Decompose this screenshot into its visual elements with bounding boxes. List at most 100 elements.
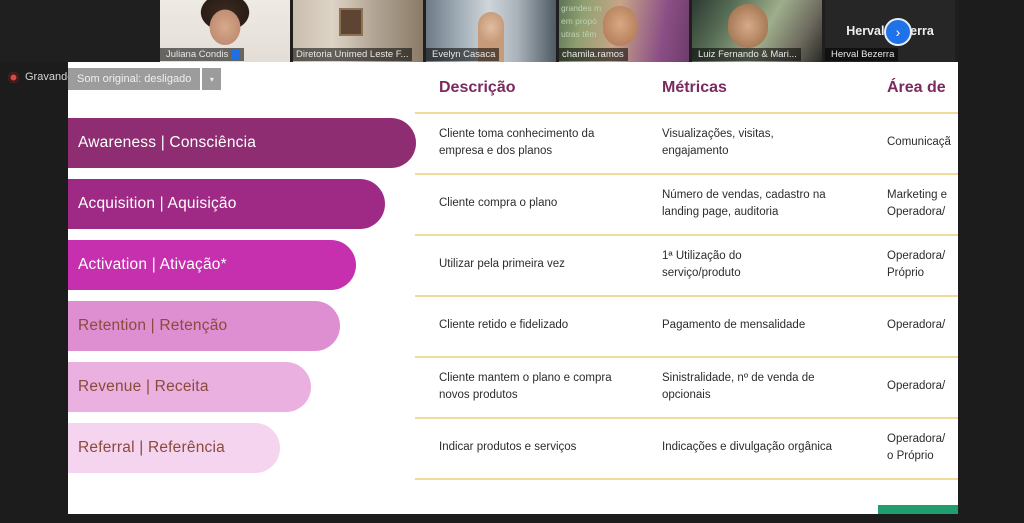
cell-line-1: 1ª Utilização do bbox=[662, 249, 742, 262]
chevron-right-icon: › bbox=[895, 24, 901, 40]
shared-slide: Descrição Métricas Área de Awareness | C… bbox=[68, 62, 958, 514]
participant-name: chamila.ramos bbox=[562, 49, 624, 60]
participant-name: Luiz Fernando & Mari... bbox=[698, 49, 797, 60]
table-row: Retention | Retenção Cliente retido e fi… bbox=[68, 295, 958, 356]
participant-tile-luiz-fernando[interactable]:  Luiz Fernando & Mari... bbox=[692, 0, 822, 62]
cell-line-1: Visualizações, visitas, bbox=[662, 127, 774, 140]
table-row: Activation | Ativação* Utilizar pela pri… bbox=[68, 234, 958, 295]
table-row-trailing bbox=[68, 478, 958, 490]
participant-status-square bbox=[231, 50, 241, 59]
participant-tile-juliana-condis[interactable]:  Juliana Condis bbox=[160, 0, 290, 62]
stage-pill-activation[interactable]: Activation | Ativação* bbox=[68, 240, 356, 290]
cell-line-1: Marketing e bbox=[887, 188, 948, 201]
participant-name-badge:  Luiz Fernando & Mari... bbox=[692, 48, 801, 61]
cell-area: Operadora/ bbox=[887, 295, 958, 356]
cell-line-2: opcionais bbox=[662, 388, 711, 401]
row-divider bbox=[415, 173, 958, 175]
row-divider bbox=[415, 112, 958, 114]
cell-line-2: landing page, auditoria bbox=[662, 205, 779, 218]
cell-line-1: Sinistralidade, nº de venda de bbox=[662, 371, 815, 384]
stage-pill-acquisition[interactable]: Acquisition | Aquisição bbox=[68, 179, 385, 229]
cell-metricas: Número de vendas, cadastro na landing pa… bbox=[662, 173, 874, 234]
cell-descricao: Cliente mantem o plano e compra novos pr… bbox=[439, 356, 649, 417]
cell-line-1: Número de vendas, cadastro na bbox=[662, 188, 826, 201]
recording-label: Gravando bbox=[25, 71, 74, 83]
participant-tile-herval-bezerra[interactable]: Herval Bezerra  Herval Bezerra bbox=[825, 0, 955, 62]
participant-name-badge: chamila.ramos bbox=[559, 48, 628, 61]
cell-area: Operadora/ bbox=[887, 356, 958, 417]
chevron-down-icon[interactable]: ▾ bbox=[202, 68, 222, 90]
stage-pill-label: Acquisition | Aquisição bbox=[78, 195, 237, 212]
cell-line-1: Cliente mantem o plano e compra bbox=[439, 371, 612, 384]
participant-name-badge:  Juliana Condis bbox=[160, 48, 245, 61]
participant-tile-evelyn-casaca[interactable]:  Evelyn Casaca bbox=[426, 0, 556, 62]
recording-bar: Gravando bbox=[0, 62, 1024, 96]
column-header-descricao: Descrição bbox=[439, 79, 516, 96]
window-left-margin bbox=[0, 96, 68, 523]
cell-line-1: Cliente toma conhecimento da bbox=[439, 127, 595, 140]
participant-filmstrip:  Juliana Condis Diretoria Unimed Leste … bbox=[0, 0, 1024, 62]
participant-name: Diretoria Unimed Leste F... bbox=[296, 49, 409, 60]
cell-line-1: Operadora/ bbox=[887, 249, 946, 262]
stage-pill-label: Referral | Referência bbox=[78, 439, 225, 456]
table-header-row: Descrição Métricas Área de bbox=[68, 62, 958, 112]
table-row: Acquisition | Aquisição Cliente compra o… bbox=[68, 173, 958, 234]
table-row: Revenue | Receita Cliente mantem o plano… bbox=[68, 356, 958, 417]
original-sound-button[interactable]: Som original: desligado bbox=[68, 68, 201, 90]
stage-pill-label: Revenue | Receita bbox=[78, 378, 209, 395]
column-header-metricas: Métricas bbox=[662, 79, 727, 96]
cell-line-2: o Próprio bbox=[887, 449, 934, 462]
participant-name-badge:  Evelyn Casaca bbox=[426, 48, 500, 61]
participant-tile-chamila-ramos[interactable]: grandes m em propó utras têm chamila.ramos bbox=[559, 0, 689, 62]
cell-line-1: Indicações e divulgação orgânica bbox=[662, 441, 833, 454]
cell-line-2: serviço/produto bbox=[662, 266, 741, 279]
cell-line-1: Utilizar pela primeira vez bbox=[439, 258, 565, 271]
cell-line-1: Operadora/ bbox=[887, 319, 946, 332]
stage-pill-retention[interactable]: Retention | Retenção bbox=[68, 301, 340, 351]
participant-name: Herval Bezerra bbox=[831, 49, 895, 60]
recording-indicator[interactable]: Gravando bbox=[8, 71, 73, 83]
cell-descricao: Utilizar pela primeira vez bbox=[439, 234, 649, 295]
cell-area: Marketing e Operadora/ bbox=[887, 173, 958, 234]
stage-pill-label: Awareness | Consciência bbox=[78, 134, 257, 151]
cell-line-1: Operadora/ bbox=[887, 380, 946, 393]
table-rows: Awareness | Consciência Cliente toma con… bbox=[68, 112, 958, 490]
stage-pill-revenue[interactable]: Revenue | Receita bbox=[68, 362, 311, 412]
window-right-margin bbox=[958, 0, 1024, 523]
stage-pill-label: Retention | Retenção bbox=[78, 317, 228, 334]
column-header-area-de: Área de bbox=[887, 79, 946, 96]
stage-pill-awareness[interactable]: Awareness | Consciência bbox=[68, 118, 416, 168]
cell-line-2: empresa e dos planos bbox=[439, 144, 553, 157]
cell-area: Operadora/ Próprio bbox=[887, 234, 958, 295]
table-row: Awareness | Consciência Cliente toma con… bbox=[68, 112, 958, 173]
row-divider bbox=[415, 234, 958, 236]
participant-tile-diretoria-unimed[interactable]: Diretoria Unimed Leste F... bbox=[293, 0, 423, 62]
stage-pill-referral[interactable]: Referral | Referência bbox=[68, 423, 280, 473]
cell-descricao: Cliente retido e fidelizado bbox=[439, 295, 649, 356]
original-sound-control[interactable]: Som original: desligado ▾ bbox=[68, 68, 222, 90]
cell-descricao: Cliente toma conhecimento da empresa e d… bbox=[439, 112, 649, 173]
cell-line-2: novos produtos bbox=[439, 388, 518, 401]
cell-area: Comunicaçã bbox=[887, 112, 958, 173]
row-divider bbox=[415, 417, 958, 419]
participant-video-overlay-text: grandes m em propó utras têm bbox=[561, 3, 602, 40]
row-divider bbox=[415, 295, 958, 297]
window-bottom-margin bbox=[0, 514, 1024, 523]
slide-footer-accent bbox=[878, 505, 958, 514]
cell-line-1: Comunicaçã bbox=[887, 136, 951, 149]
participant-name-badge:  Herval Bezerra bbox=[825, 48, 899, 61]
cell-descricao: Cliente compra o plano bbox=[439, 173, 649, 234]
cell-metricas: Sinistralidade, nº de venda de opcionais bbox=[662, 356, 874, 417]
record-dot-icon bbox=[8, 71, 19, 83]
cell-descricao: Indicar produtos e serviços bbox=[439, 417, 649, 478]
cell-metricas: Indicações e divulgação orgânica bbox=[662, 417, 874, 478]
cell-area: Operadora/ o Próprio bbox=[887, 417, 958, 478]
cell-line-1: Pagamento de mensalidade bbox=[662, 319, 806, 332]
next-page-arrow-icon[interactable]: › bbox=[884, 18, 912, 46]
stage-pill-label: Activation | Ativação* bbox=[78, 256, 227, 273]
cell-line-1: Cliente compra o plano bbox=[439, 197, 558, 210]
row-divider bbox=[415, 356, 958, 358]
cell-line-1: Cliente retido e fidelizado bbox=[439, 319, 569, 332]
cell-metricas: 1ª Utilização do serviço/produto bbox=[662, 234, 874, 295]
